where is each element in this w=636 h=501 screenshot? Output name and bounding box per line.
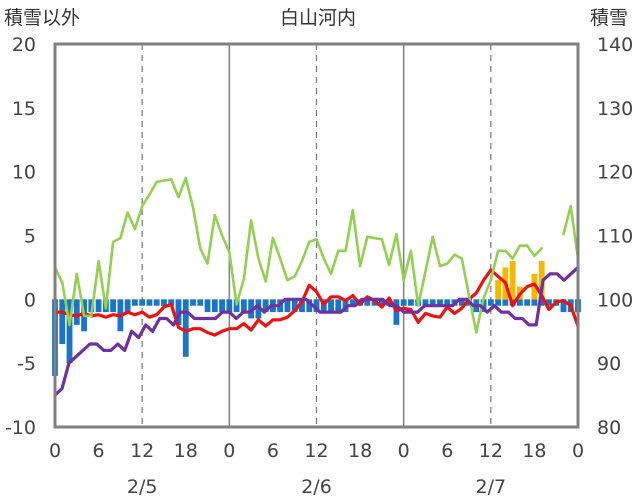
date-label: 2/7: [476, 476, 507, 498]
y-left-tick-label: 10: [12, 162, 36, 184]
bar-s0-13: [146, 299, 153, 306]
bar-s0-41: [349, 299, 356, 306]
x-tick-label: 18: [348, 440, 372, 462]
y-left-tick-label: 0: [24, 289, 36, 311]
bar-s0-3: [73, 299, 80, 325]
bar-s0-12: [139, 299, 146, 306]
bar-s0-20: [197, 299, 204, 306]
bar-s1-61: [495, 280, 502, 300]
date-label: 2/6: [301, 476, 332, 498]
bar-s0-26: [240, 299, 247, 313]
bar-s0-59: [480, 299, 487, 313]
x-tick-label: 0: [572, 440, 584, 462]
bar-s0-14: [153, 299, 160, 306]
y-right-tick-label: 110: [597, 226, 633, 248]
bar-s1-63: [509, 261, 516, 300]
bar-s0-15: [161, 299, 167, 306]
chart-title: 白山河内: [280, 7, 356, 29]
bar-s0-36: [313, 299, 320, 313]
x-tick-label: 12: [304, 440, 328, 462]
bar-s0-35: [306, 299, 313, 313]
bar-s0-19: [190, 299, 196, 306]
bar-s0-33: [291, 299, 298, 313]
bar-s0-49: [408, 299, 414, 306]
bar-s0-68: [546, 299, 552, 306]
bar-s0-5: [88, 299, 95, 313]
x-tick-label: 0: [398, 440, 410, 462]
bar-s0-34: [299, 299, 305, 313]
x-tick-label: 6: [267, 440, 279, 462]
bar-s0-67: [538, 299, 545, 306]
x-tick-label: 18: [522, 440, 546, 462]
bar-s0-24: [226, 299, 233, 313]
bar-s0-10: [124, 299, 131, 313]
bar-s0-56: [458, 299, 465, 306]
bar-s0-17: [175, 299, 182, 325]
grid-lines: [141, 44, 492, 427]
y-left-axis-title: 積雪以外: [4, 7, 80, 29]
y-right-axis-title: 積雪: [590, 7, 628, 29]
bar-s0-51: [422, 299, 429, 306]
bar-s0-2: [66, 299, 73, 364]
line-series: [53, 176, 580, 397]
bar-s0-18: [182, 299, 189, 357]
y-left-tick-label: 20: [12, 34, 36, 56]
y-right-tick-label: 120: [597, 162, 633, 184]
y-left-tick-label: 5: [24, 226, 36, 248]
y-right-tick-label: 90: [597, 353, 621, 375]
y-right-tick-label: 100: [597, 289, 633, 311]
bar-s0-22: [211, 299, 218, 313]
line-series-0: [53, 268, 580, 337]
bar-s0-66: [531, 299, 538, 306]
bar-s0-16: [168, 299, 175, 306]
bar-s0-27: [248, 299, 255, 319]
bar-s0-65: [524, 299, 531, 306]
bar-s0-29: [262, 299, 269, 313]
y-left-tick-label: 15: [12, 98, 36, 120]
bar-s0-62: [502, 299, 509, 306]
x-tick-label: 12: [130, 440, 154, 462]
y-right-tick-label: 80: [597, 417, 621, 439]
bar-s0-21: [204, 299, 211, 313]
bar-s0-25: [233, 299, 240, 313]
bar-s0-46: [386, 299, 393, 306]
bar-s0-61: [495, 299, 502, 306]
y-right-tick-label: 140: [597, 34, 633, 56]
y-left-tick-label: -10: [5, 417, 36, 439]
bar-s0-64: [516, 299, 523, 306]
bar-s0-1: [59, 299, 66, 345]
plot-frame: [53, 42, 580, 429]
bar-s0-38: [328, 299, 334, 313]
x-tick-label: 0: [49, 440, 61, 462]
x-tick-label: 18: [174, 440, 198, 462]
bar-s0-32: [284, 299, 291, 313]
y-right-tick-label: 130: [597, 98, 633, 120]
bar-s0-52: [429, 299, 436, 306]
bar-s0-53: [437, 299, 443, 306]
bar-s0-6: [95, 299, 102, 313]
line-series-1: [53, 176, 580, 334]
line-series-2: [53, 265, 580, 397]
bar-s0-43: [364, 299, 371, 306]
bar-s0-48: [400, 299, 407, 306]
x-tick-label: 0: [223, 440, 235, 462]
bar-s0-54: [444, 299, 451, 306]
y-left-tick-label: -5: [17, 353, 36, 375]
bar-s0-39: [335, 299, 342, 313]
bar-s0-23: [219, 299, 225, 313]
bar-s0-8: [110, 299, 117, 313]
bar-s0-11: [131, 299, 138, 306]
date-label: 2/5: [127, 476, 158, 498]
bar-s0-45: [378, 299, 385, 306]
x-tick-label: 6: [441, 440, 453, 462]
bar-s0-70: [560, 299, 567, 313]
bar-s0-60: [487, 299, 494, 306]
x-tick-label: 12: [479, 440, 503, 462]
x-tick-label: 6: [93, 440, 105, 462]
